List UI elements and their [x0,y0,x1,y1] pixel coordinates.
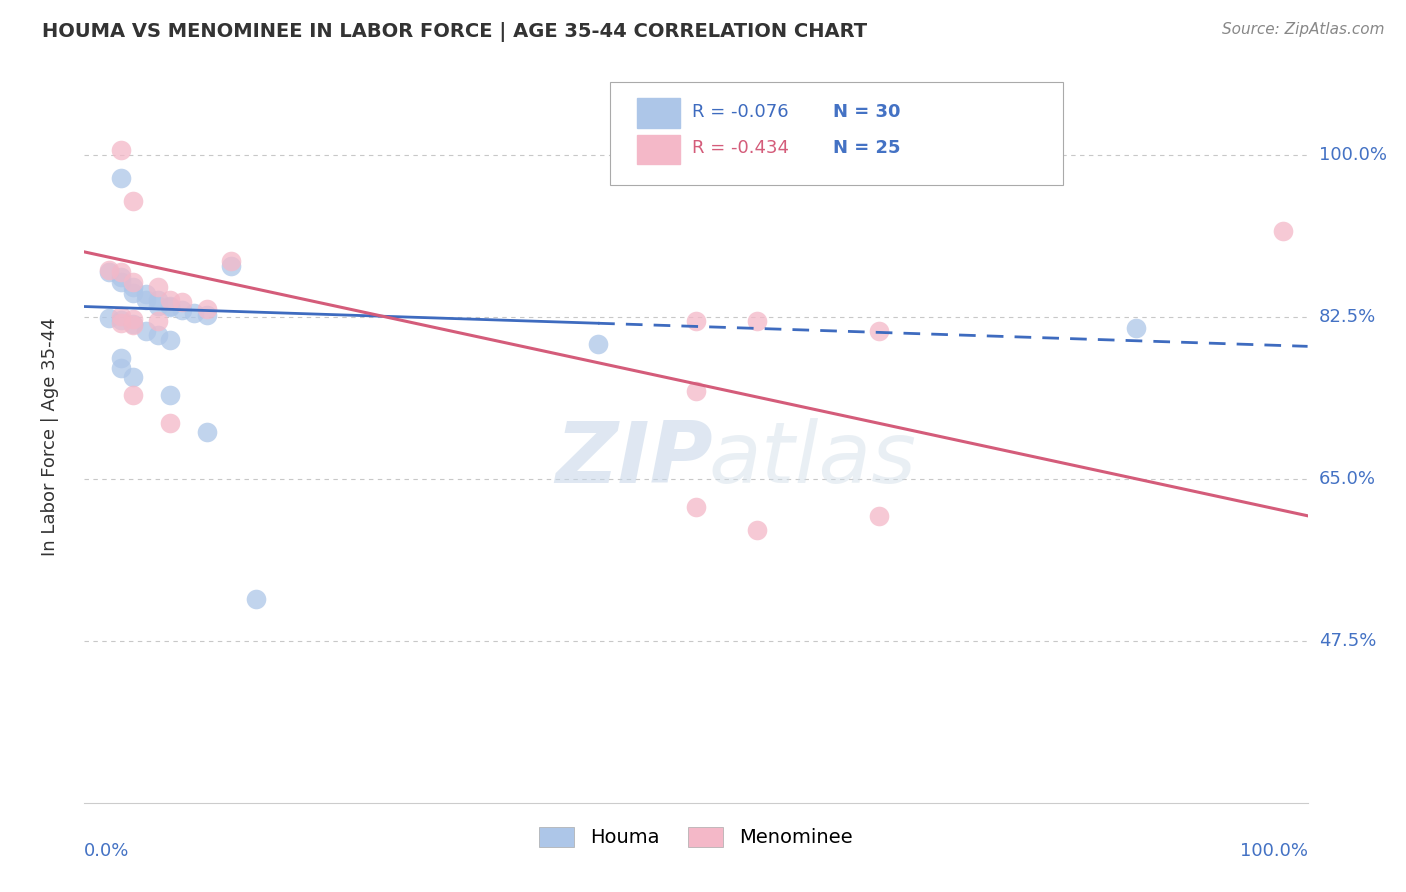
Point [110,143,132,157]
Text: ZIP: ZIP [555,417,713,500]
Point [122,317,145,331]
Text: 100.0%: 100.0% [1240,842,1308,860]
Legend: Houma, Menominee: Houma, Menominee [531,819,860,855]
Point [245,592,267,607]
Point [110,276,132,290]
Text: 65.0%: 65.0% [1319,470,1375,488]
Point [172,303,194,318]
Text: 100.0%: 100.0% [1319,145,1386,164]
Point [135,287,157,301]
Point [747,314,769,328]
Point [146,314,169,328]
Text: R = -0.076: R = -0.076 [692,103,789,120]
Point [122,194,145,208]
Text: atlas: atlas [709,417,917,500]
Point [195,308,218,322]
Point [685,384,707,398]
Text: Source: ZipAtlas.com: Source: ZipAtlas.com [1222,22,1385,37]
Point [97,310,120,325]
Text: N = 30: N = 30 [832,103,900,120]
Point [146,328,169,343]
Point [159,416,181,430]
Text: 0.0%: 0.0% [84,842,129,860]
Point [1125,321,1147,335]
Text: 82.5%: 82.5% [1319,308,1376,326]
Text: HOUMA VS MENOMINEE IN LABOR FORCE | AGE 35-44 CORRELATION CHART: HOUMA VS MENOMINEE IN LABOR FORCE | AGE … [42,22,868,42]
Point [122,388,145,402]
FancyBboxPatch shape [637,135,681,164]
Point [110,309,132,323]
Text: N = 25: N = 25 [832,139,900,157]
Point [110,313,132,327]
Point [195,425,218,440]
Point [159,333,181,347]
Point [685,500,707,514]
Point [110,360,132,375]
Point [183,306,205,320]
Point [146,293,169,307]
Point [172,294,194,309]
Point [159,301,181,315]
Point [869,508,891,523]
Text: R = -0.434: R = -0.434 [692,139,789,157]
Point [219,259,242,273]
Point [97,263,120,277]
FancyBboxPatch shape [610,82,1063,185]
Point [110,265,132,279]
Point [586,337,609,351]
FancyBboxPatch shape [637,98,681,128]
Point [159,388,181,402]
Point [122,312,145,326]
Point [135,293,157,307]
Point [122,280,145,294]
Point [1272,224,1295,238]
Point [195,302,218,317]
Point [122,318,145,332]
Point [110,269,132,284]
Point [685,314,707,328]
Point [110,351,132,366]
Point [110,316,132,330]
Point [159,293,181,307]
Point [146,280,169,294]
Point [122,370,145,384]
Point [146,299,169,313]
Point [122,275,145,289]
Point [135,324,157,338]
Point [97,265,120,279]
Point [869,324,891,338]
Point [159,299,181,313]
Point [122,285,145,300]
Text: In Labor Force | Age 35-44: In Labor Force | Age 35-44 [41,318,59,557]
Point [747,523,769,537]
Point [219,254,242,268]
Point [110,170,132,185]
Text: 47.5%: 47.5% [1319,632,1376,649]
